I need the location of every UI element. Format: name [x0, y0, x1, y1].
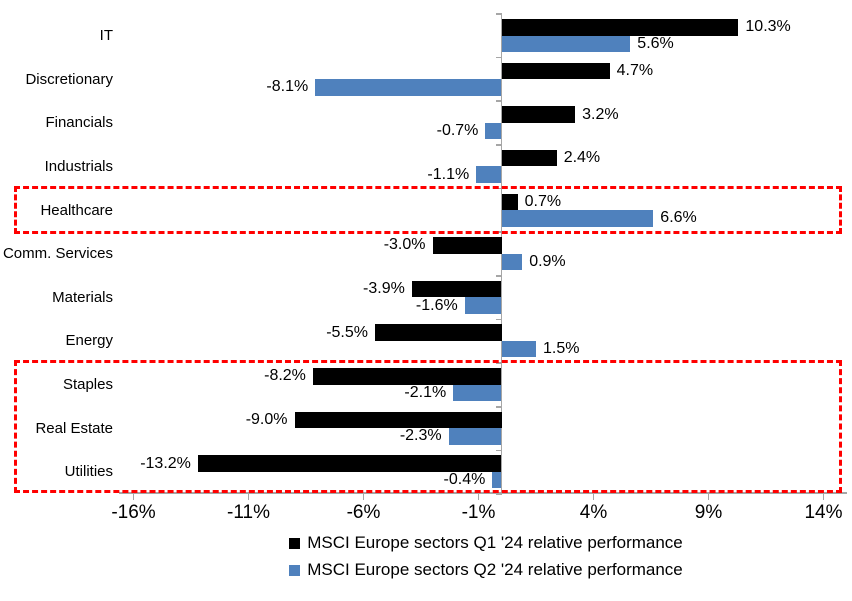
- x-tick-label: 4%: [579, 502, 608, 523]
- value-label-q2-utilities: -0.4%: [443, 471, 486, 489]
- legend-swatch-q1: [289, 537, 301, 549]
- legend-item-q1: MSCI Europe sectors Q1 '24 relative perf…: [289, 533, 683, 553]
- y-axis-tick: [495, 187, 502, 190]
- category-label-energy: Energy: [65, 332, 113, 350]
- legend-label-q1: MSCI Europe sectors Q1 '24 relative perf…: [307, 533, 683, 552]
- y-axis-tick: [495, 493, 502, 495]
- x-axis-tick: [707, 493, 710, 500]
- value-label-q2-healthcare: 6.6%: [660, 209, 697, 227]
- category-label-real-estate: Real Estate: [35, 419, 113, 437]
- x-axis-tick: [132, 493, 135, 500]
- value-label-q2-staples: -2.1%: [404, 383, 447, 401]
- bar-q2-real-estate: [448, 428, 502, 445]
- value-label-q2-energy: 1.5%: [543, 340, 580, 358]
- bar-q1-staples: [312, 368, 502, 385]
- x-tick-label: -11%: [227, 502, 270, 523]
- bar-q2-staples: [453, 384, 502, 402]
- y-axis-tick: [495, 56, 502, 59]
- bar-q2-energy: [501, 340, 536, 358]
- x-axis-line: [119, 492, 847, 494]
- bar-q2-discretionary: [315, 79, 502, 96]
- category-label-financials: Financials: [45, 114, 113, 132]
- bar-q2-comm-services: [501, 253, 523, 271]
- category-label-healthcare: Healthcare: [40, 201, 113, 219]
- category-label-utilities: Utilities: [64, 463, 113, 481]
- value-label-q1-industrials: 2.4%: [563, 149, 601, 167]
- bar-q2-industrials: [476, 166, 502, 183]
- x-tick-label: 9%: [694, 502, 723, 523]
- value-label-q2-comm-services: 0.9%: [529, 252, 566, 270]
- x-axis-tick: [477, 493, 480, 500]
- value-label-q1-it: 10.3%: [745, 18, 791, 36]
- value-label-q2-real-estate: -2.3%: [399, 427, 442, 445]
- bar-q1-utilities: [197, 455, 502, 472]
- legend-item-q2: MSCI Europe sectors Q2 '24 relative perf…: [289, 560, 683, 580]
- bar-q1-materials: [411, 280, 502, 298]
- value-label-q1-healthcare: 0.7%: [524, 192, 562, 210]
- value-label-q1-real-estate: -9.0%: [245, 410, 288, 428]
- value-label-q1-staples: -8.2%: [264, 367, 306, 385]
- bar-q2-financials: [485, 122, 502, 140]
- x-axis-tick: [247, 493, 250, 500]
- x-axis-tick: [592, 493, 595, 500]
- x-axis-tick: [362, 493, 365, 500]
- value-label-q1-discretionary: 4.7%: [616, 61, 654, 79]
- bar-q2-utilities: [492, 471, 502, 489]
- y-axis-tick: [495, 318, 502, 321]
- legend: MSCI Europe sectors Q1 '24 relative perf…: [120, 533, 852, 580]
- bar-q1-it: [501, 19, 739, 36]
- y-axis-line: [500, 14, 503, 494]
- bar-q1-comm-services: [432, 237, 502, 254]
- bar-q1-healthcare: [501, 193, 518, 211]
- y-axis-tick: [495, 13, 502, 15]
- bar-q2-it: [501, 35, 631, 52]
- value-label-q1-comm-services: -3.0%: [383, 236, 426, 254]
- y-axis-tick: [495, 275, 502, 277]
- x-tick-label: -16%: [111, 502, 156, 523]
- bar-q1-financials: [501, 106, 576, 123]
- bar-q2-healthcare: [501, 210, 654, 227]
- value-label-q1-materials: -3.9%: [363, 280, 405, 298]
- bar-q1-real-estate: [294, 411, 502, 429]
- y-axis-tick: [495, 100, 502, 103]
- x-axis-tick: [822, 493, 825, 500]
- highlight-box-staples-real-estate-utilities: [14, 360, 842, 493]
- y-axis-tick: [495, 144, 502, 146]
- category-label-comm-services: Comm. Services: [2, 245, 113, 263]
- value-label-q1-financials: 3.2%: [582, 105, 619, 123]
- x-tick-label: -1%: [461, 502, 496, 523]
- y-axis-tick: [495, 362, 502, 364]
- value-label-q2-industrials: -1.1%: [427, 165, 470, 183]
- bar-q2-materials: [464, 297, 502, 314]
- value-label-q2-it: 5.6%: [637, 34, 674, 52]
- y-axis-tick: [495, 405, 502, 408]
- category-label-materials: Materials: [52, 288, 113, 306]
- x-tick-label: 14%: [804, 502, 843, 523]
- legend-swatch-q2: [289, 564, 301, 576]
- category-label-it: IT: [99, 27, 113, 44]
- value-label-q2-materials: -1.6%: [415, 296, 458, 314]
- bar-q1-industrials: [501, 149, 557, 167]
- y-axis-tick: [495, 449, 502, 452]
- category-label-industrials: Industrials: [44, 157, 113, 175]
- bar-q1-discretionary: [501, 62, 610, 80]
- x-tick-label: -6%: [346, 502, 381, 523]
- category-label-staples: Staples: [62, 376, 113, 394]
- category-label-discretionary: Discretionary: [25, 70, 113, 88]
- bar-q1-energy: [375, 324, 502, 341]
- highlight-box-healthcare: [14, 185, 842, 235]
- value-label-q2-discretionary: -8.1%: [266, 78, 309, 96]
- value-label-q1-utilities: -13.2%: [140, 454, 191, 472]
- value-label-q1-energy: -5.5%: [326, 323, 368, 341]
- value-label-q2-financials: -0.7%: [436, 122, 479, 140]
- legend-label-q2: MSCI Europe sectors Q2 '24 relative perf…: [307, 560, 683, 579]
